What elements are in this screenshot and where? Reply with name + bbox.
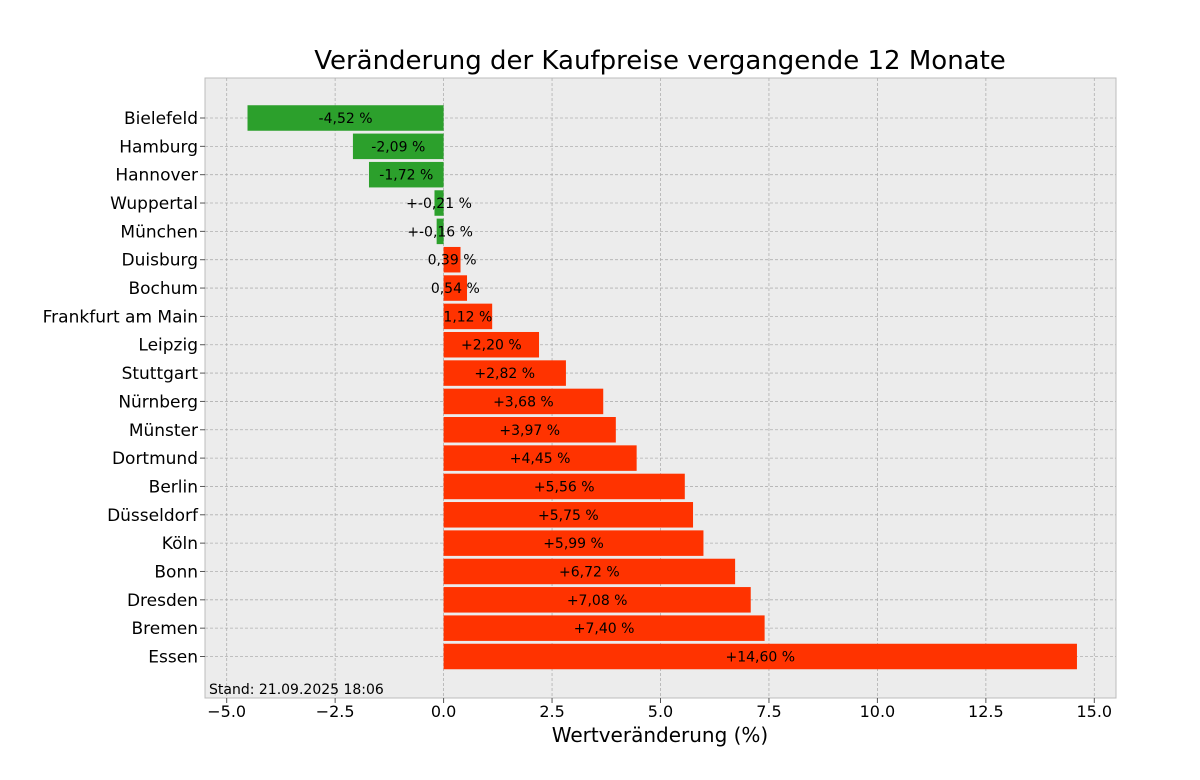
bar-value-label: -2,09 % [371, 139, 425, 155]
bar-value-label: +-0,21 % [406, 196, 472, 212]
y-tick-label: Köln [162, 534, 198, 554]
y-tick-label: Dresden [127, 591, 198, 611]
bar [436, 218, 444, 245]
bar [443, 417, 616, 443]
bar-value-labels: -4,52 % -2,09 % -1,72 % +-0,21 % +-0,16 % 0,3… [319, 111, 795, 666]
bar [443, 331, 540, 358]
x-tick-label: −2.5 [316, 702, 355, 721]
bar-value-label: +3,97 % [499, 423, 560, 439]
bar [443, 445, 637, 471]
y-tick-label: Essen [148, 648, 198, 668]
bar-value-label: +14,60 % [725, 650, 795, 666]
x-tick-label: 0.0 [431, 702, 456, 721]
bar-value-label: +7,40 % [574, 621, 635, 637]
x-tick-label: 10.0 [860, 702, 896, 721]
x-tick-label: 5.0 [648, 702, 673, 721]
x-tick-label: −5.0 [207, 702, 246, 721]
y-tick-label: Bonn [154, 562, 198, 582]
y-tick-label: Düsseldorf [107, 506, 199, 526]
bar-value-label: 1,12 % [443, 309, 492, 325]
bar [443, 615, 765, 641]
x-tick-label: 12.5 [968, 702, 1004, 721]
y-tick-label: München [120, 222, 198, 242]
chart-title: Veränderung der Kaufpreise vergangende 1… [314, 46, 1006, 76]
x-axis-label: Wertveränderung (%) [552, 723, 769, 747]
y-tick-label: Hannover [115, 166, 198, 186]
bar-value-label: +7,08 % [567, 593, 628, 609]
y-tick-label: Berlin [149, 477, 198, 497]
y-tick-label: Münster [129, 421, 198, 441]
bar-value-label: +6,72 % [559, 564, 620, 580]
bar-value-label: +3,68 % [493, 394, 554, 410]
y-tick-label: Frankfurt am Main [43, 307, 198, 327]
bar [443, 303, 493, 330]
y-tick-label: Hamburg [119, 137, 198, 157]
bar-value-label: 0,54 % [431, 281, 480, 297]
bar [247, 105, 444, 131]
y-tick-label: Dortmund [112, 449, 198, 469]
bar [443, 388, 604, 415]
y-tick-label: Bielefeld [124, 109, 198, 129]
x-tick-label: 15.0 [1076, 702, 1112, 721]
x-tick-labels: −5.0 −2.5 0.0 2.5 5.0 7.5 10.0 12.5 15.0 [207, 698, 1112, 721]
bar-value-label: +5,99 % [543, 536, 604, 552]
bar [443, 246, 461, 273]
bar-value-label: -1,72 % [379, 168, 433, 184]
bar [443, 587, 751, 613]
y-tick-label: Bremen [131, 619, 198, 639]
y-tick-label: Wuppertal [110, 194, 198, 214]
bar-value-label: 0,39 % [428, 253, 477, 269]
bar [443, 275, 468, 301]
y-tick-label: Bochum [128, 279, 198, 299]
bar-value-label: +5,56 % [534, 479, 595, 495]
y-tick-label: Duisburg [122, 251, 199, 271]
bar-value-label: +-0,16 % [407, 224, 473, 240]
x-tick-label: 7.5 [756, 702, 781, 721]
bars [247, 105, 1077, 670]
bar [443, 558, 736, 585]
y-tick-label: Leipzig [138, 336, 198, 356]
bar [352, 133, 444, 160]
y-tick-label: Nürnberg [118, 392, 198, 412]
bar-value-label: -4,52 % [319, 111, 373, 127]
bar-value-label: +5,75 % [538, 508, 599, 524]
x-tick-label: 2.5 [539, 702, 564, 721]
bar [443, 360, 566, 386]
bar [434, 190, 444, 216]
bar [443, 502, 694, 528]
bar [443, 530, 704, 556]
y-tick-labels: Bielefeld Hamburg Hannover Wuppertal München… [43, 109, 205, 668]
bar-value-label: +2,82 % [474, 366, 535, 382]
bar [443, 473, 685, 500]
timestamp-annotation: Stand: 21.09.2025 18:06 [209, 682, 384, 698]
bar [368, 161, 444, 188]
y-tick-label: Stuttgart [122, 364, 199, 384]
bar-value-label: +2,20 % [461, 338, 522, 354]
bar-value-label: +4,45 % [510, 451, 571, 467]
bar [443, 643, 1077, 670]
